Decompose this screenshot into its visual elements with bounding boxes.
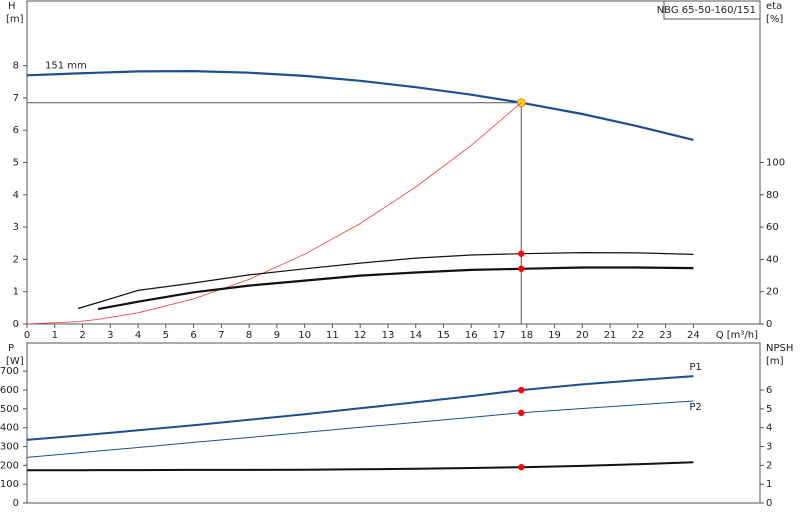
- x-tick-label: 0: [24, 330, 30, 341]
- y2-tick-label: 20: [766, 287, 779, 298]
- y-tick-label: 7: [13, 93, 19, 104]
- y2-axis-title: NPSH: [766, 343, 793, 354]
- curve: [26, 102, 522, 325]
- y-tick-label: 700: [0, 366, 19, 377]
- curve-label: 151 mm: [45, 60, 87, 71]
- y-tick-label: 5: [13, 158, 19, 169]
- y2-tick-label: 6: [766, 385, 772, 396]
- y-tick-label: 200: [0, 460, 19, 471]
- y-tick-label: 0: [13, 498, 19, 509]
- y2-tick-label: 0: [766, 319, 772, 330]
- x-tick-label: 5: [163, 330, 169, 341]
- y2-axis-title: eta: [766, 1, 782, 12]
- y-axis-unit: [W]: [6, 356, 24, 367]
- y-tick-label: 100: [0, 479, 19, 490]
- x-tick-label: 13: [382, 330, 395, 341]
- duty-point: [518, 464, 525, 471]
- curve: [26, 400, 694, 458]
- y-tick-label: 4: [13, 190, 19, 201]
- plot-frame: [26, 342, 761, 504]
- x-tick-label: 6: [190, 330, 196, 341]
- y2-tick-label: 4: [766, 423, 772, 434]
- x-tick-label: 22: [631, 330, 644, 341]
- x-tick-label: 23: [659, 330, 672, 341]
- y-tick-label: 600: [0, 385, 19, 396]
- x-tick-label: 19: [548, 330, 561, 341]
- plot-frame: [26, 0, 761, 325]
- duty-point: [518, 265, 525, 272]
- y-axis-unit: [m]: [6, 14, 24, 25]
- x-axis-title: Q [m³/h]: [716, 330, 758, 341]
- curve: [77, 251, 694, 310]
- series-name: P1: [689, 362, 701, 373]
- y-tick-label: 2: [13, 254, 19, 265]
- x-tick-label: 11: [326, 330, 339, 341]
- curve: [26, 69, 694, 141]
- y-tick-label: 3: [13, 222, 19, 233]
- x-tick-label: 16: [465, 330, 478, 341]
- y2-tick-label: 40: [766, 254, 779, 265]
- x-tick-label: 10: [298, 330, 311, 341]
- duty-point: [518, 250, 525, 257]
- x-tick-label: 2: [79, 330, 85, 341]
- chart-title: NBG 65-50-160/151: [657, 5, 756, 16]
- y2-tick-label: 3: [766, 442, 772, 453]
- y-tick-label: 6: [13, 125, 19, 136]
- y2-axis-unit: [%]: [766, 14, 783, 25]
- x-tick-label: 12: [354, 330, 367, 341]
- curve: [27, 461, 694, 472]
- y2-tick-label: 60: [766, 222, 779, 233]
- duty-point: [518, 409, 525, 417]
- y-tick-label: 400: [0, 423, 19, 434]
- x-tick-label: 21: [604, 330, 617, 341]
- y-tick-label: 1: [13, 287, 19, 298]
- x-tick-label: 3: [107, 330, 113, 341]
- y2-tick-label: 0: [766, 498, 772, 509]
- y-tick-label: 0: [13, 319, 19, 330]
- x-tick-label: 24: [687, 330, 700, 341]
- y2-tick-label: 2: [766, 460, 772, 471]
- x-tick-label: 9: [274, 330, 280, 341]
- y-tick-label: 8: [13, 61, 19, 72]
- series-name: P2: [689, 402, 701, 413]
- y2-tick-label: 100: [766, 158, 785, 169]
- y-axis-title: P: [8, 343, 14, 354]
- x-tick-label: 17: [493, 330, 506, 341]
- y2-axis-unit: [m]: [766, 356, 784, 367]
- y2-tick-label: 1: [766, 479, 772, 490]
- x-tick-label: 7: [218, 330, 224, 341]
- y-tick-label: 300: [0, 442, 19, 453]
- title-box: [663, 0, 761, 20]
- x-tick-label: 4: [135, 330, 141, 341]
- x-tick-label: 18: [520, 330, 533, 341]
- duty-point: [518, 386, 525, 394]
- x-tick-label: 8: [246, 330, 252, 341]
- curve: [97, 266, 694, 311]
- x-tick-label: 1: [52, 330, 58, 341]
- y2-tick-label: 5: [766, 404, 772, 415]
- y-axis-title: H: [8, 1, 16, 12]
- y2-tick-label: 80: [766, 190, 779, 201]
- x-tick-label: 20: [576, 330, 589, 341]
- curve: [26, 375, 694, 441]
- x-tick-label: 15: [437, 330, 450, 341]
- y-tick-label: 500: [0, 404, 19, 415]
- x-tick-label: 14: [409, 330, 422, 341]
